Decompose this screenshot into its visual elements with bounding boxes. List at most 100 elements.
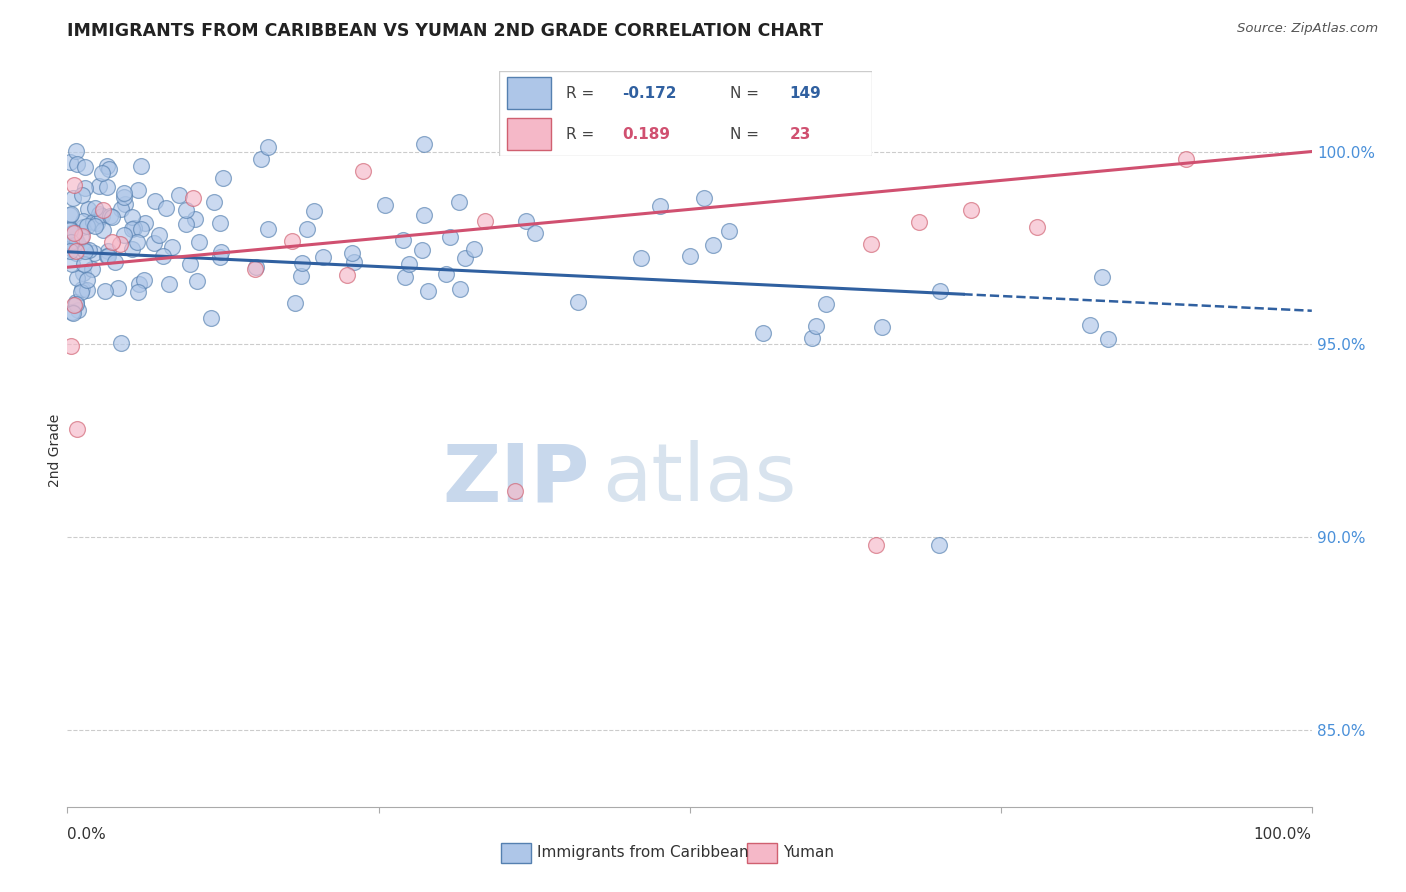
Point	[76, 273, 98, 287]
Point	[257, 221, 280, 235]
Point	[59, 235, 82, 249]
Point	[398, 257, 420, 271]
Point	[174, 203, 197, 218]
Point	[62, 306, 84, 320]
Point	[929, 284, 952, 298]
Point	[202, 194, 225, 209]
Point	[63, 232, 86, 246]
Point	[693, 191, 716, 205]
Point	[1026, 220, 1049, 235]
Point	[65, 246, 87, 260]
Point	[148, 227, 170, 242]
Text: N =: N =	[730, 127, 769, 142]
Bar	[501, 843, 531, 863]
Point	[413, 136, 436, 151]
Point	[418, 284, 440, 298]
Point	[1078, 318, 1101, 332]
Point	[94, 284, 117, 298]
Point	[66, 157, 89, 171]
Point	[84, 219, 107, 233]
Point	[630, 251, 652, 265]
Point	[114, 186, 136, 200]
Text: N =: N =	[730, 86, 763, 101]
Point	[100, 210, 122, 224]
Point	[91, 223, 114, 237]
Point	[1097, 332, 1119, 346]
Point	[131, 221, 153, 235]
Point	[66, 422, 89, 436]
Point	[121, 242, 143, 256]
Point	[104, 255, 127, 269]
Text: 0.0%: 0.0%	[67, 827, 107, 841]
Point	[167, 188, 190, 202]
Point	[70, 230, 93, 244]
Point	[454, 251, 477, 265]
Point	[200, 311, 222, 326]
Point	[73, 242, 96, 256]
Point	[84, 202, 107, 216]
Point	[352, 164, 374, 178]
Point	[648, 199, 671, 213]
Point	[290, 268, 312, 283]
Point	[66, 271, 89, 285]
Point	[60, 258, 83, 272]
Point	[65, 295, 87, 310]
Point	[97, 161, 120, 176]
Point	[63, 232, 86, 246]
Bar	[506, 118, 551, 150]
Point	[60, 305, 83, 319]
Point	[107, 281, 129, 295]
Point	[212, 170, 235, 185]
Point	[447, 194, 470, 209]
Point	[280, 234, 302, 248]
Text: 0.189: 0.189	[621, 127, 671, 142]
Point	[515, 214, 537, 228]
Point	[76, 283, 98, 297]
Point	[243, 262, 266, 277]
Point	[702, 237, 724, 252]
Point	[336, 268, 359, 282]
Point	[1091, 269, 1114, 284]
Point	[100, 235, 122, 250]
Point	[59, 223, 82, 237]
Point	[82, 215, 104, 229]
Point	[121, 221, 143, 235]
Bar	[747, 843, 776, 863]
Point	[129, 160, 152, 174]
Point	[1174, 152, 1197, 166]
Point	[108, 237, 131, 252]
Point	[134, 216, 156, 230]
Point	[814, 297, 837, 311]
Point	[181, 191, 204, 205]
Point	[59, 227, 82, 241]
Point	[83, 246, 105, 260]
Point	[211, 244, 233, 259]
Bar	[506, 78, 551, 110]
Point	[295, 222, 318, 236]
Point	[128, 277, 150, 292]
Text: R =: R =	[567, 86, 599, 101]
Text: Source: ZipAtlas.com: Source: ZipAtlas.com	[1237, 22, 1378, 36]
Point	[256, 140, 278, 154]
Text: 23: 23	[790, 127, 811, 142]
Point	[96, 244, 118, 258]
Point	[70, 188, 93, 202]
Point	[59, 208, 82, 222]
Text: ZIP: ZIP	[443, 441, 591, 518]
Point	[960, 202, 983, 217]
Point	[59, 244, 82, 258]
Point	[187, 235, 209, 249]
Point	[70, 229, 93, 244]
Point	[801, 331, 824, 345]
Point	[208, 216, 231, 230]
Point	[474, 214, 496, 228]
Point	[110, 202, 132, 216]
Point	[96, 249, 118, 263]
Point	[374, 198, 396, 212]
Point	[73, 244, 96, 258]
Point	[143, 235, 166, 250]
Point	[505, 483, 527, 498]
Point	[284, 296, 307, 310]
Point	[65, 244, 87, 258]
Point	[82, 261, 104, 276]
